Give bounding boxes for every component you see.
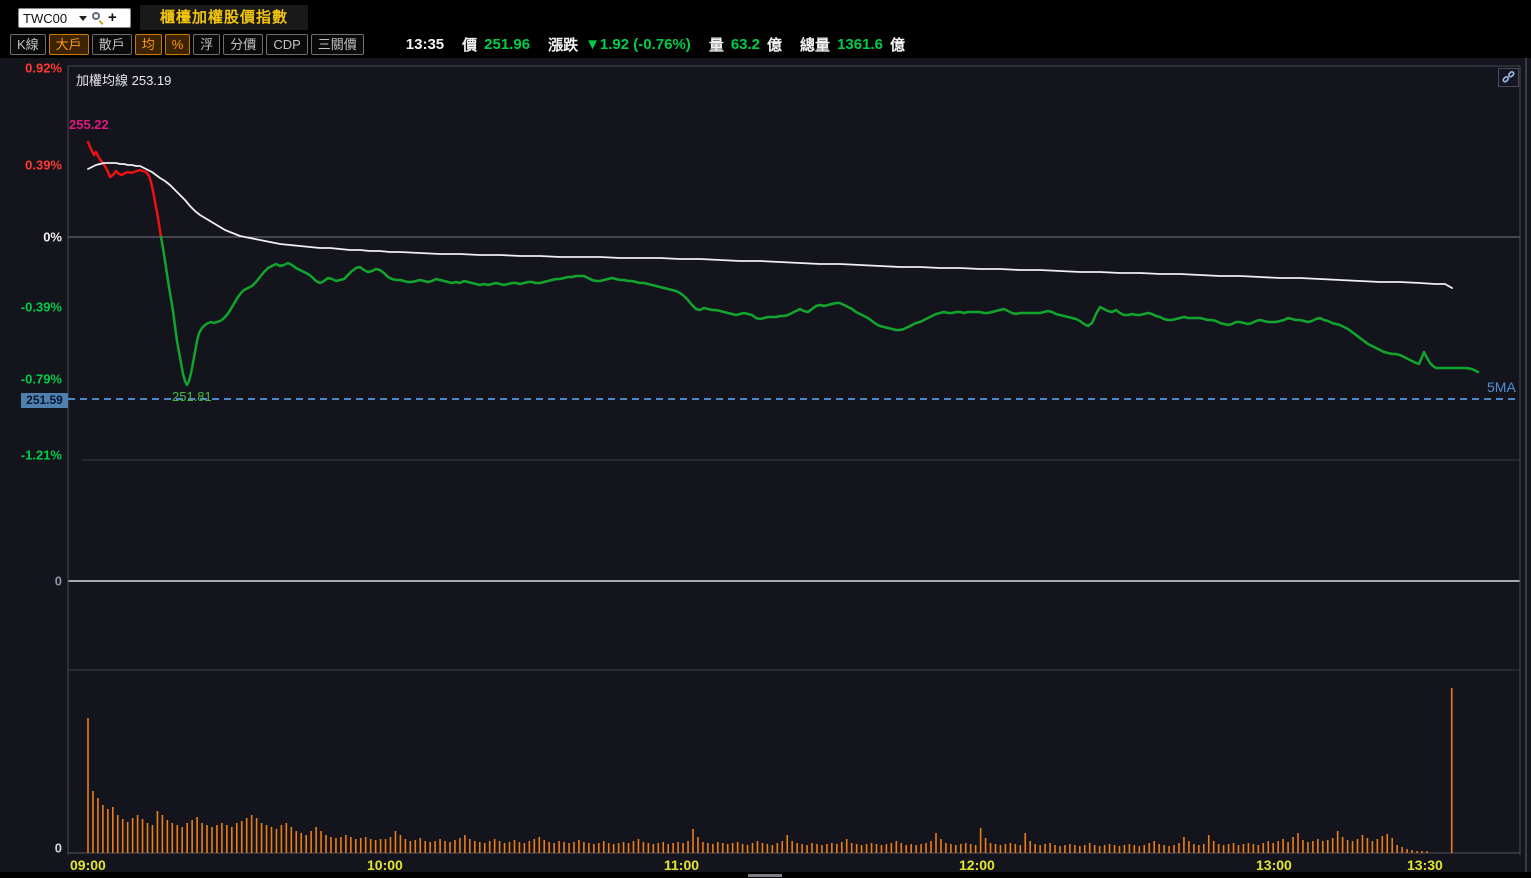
quote-time: 13:35 <box>405 36 445 53</box>
weighted-avg-line-value: 加權均線 253.19 <box>76 73 172 88</box>
tab-index-name[interactable]: 櫃檯加權股價指數 <box>140 5 308 30</box>
toolbar-button-均[interactable]: 均 <box>134 34 162 55</box>
toolbar-button-%[interactable]: % <box>164 34 191 55</box>
series-weighted_avg_line <box>87 162 1453 289</box>
add-symbol-button[interactable]: + <box>108 9 117 26</box>
y-axis-label: 0 <box>54 840 62 856</box>
y-axis-label: -1.21% <box>20 447 62 463</box>
y-axis-label: -0.39% <box>20 299 62 315</box>
toolbar-buttons: K線 大戶 散戶均% 浮分價 CDP 三關價 <box>10 34 364 55</box>
toolbar-button-K線[interactable]: K線 <box>10 34 46 55</box>
link-icon <box>1502 71 1515 83</box>
y-axis-label: 0.92% <box>25 60 62 76</box>
x-axis-label: 12:00 <box>959 857 995 873</box>
toolbar: K線 大戶 散戶均% 浮分價 CDP 三關價 13:35 價 251.96 漲跌 ▼1.9… <box>0 30 1531 59</box>
x-axis-label: 10:00 <box>367 857 403 873</box>
y-axis-label: 0% <box>43 229 62 245</box>
top-bar: + 櫃檯加權股價指數 <box>0 0 1531 30</box>
total-volume-value: 1361.6 <box>837 36 883 53</box>
change-label: 漲跌 <box>548 37 579 54</box>
toolbar-button-分價[interactable]: 分價 <box>223 34 264 55</box>
ma5-price-chip: 251.59 <box>21 393 68 408</box>
x-axis-label: 13:00 <box>1256 857 1292 873</box>
y-axis-label: 0 <box>54 573 62 589</box>
session-low-label: 251.81 <box>172 389 212 404</box>
session-high-label: 255.22 <box>69 117 109 132</box>
change-value: ▼1.92 (-0.76%) <box>585 36 691 53</box>
toolbar-button-浮[interactable]: 浮 <box>193 34 221 55</box>
toolbar-button-大戶[interactable]: 大戶 <box>48 34 89 55</box>
search-icon[interactable] <box>92 12 104 25</box>
link-button[interactable] <box>1498 68 1519 87</box>
toolbar-button-CDP[interactable]: CDP <box>266 34 308 55</box>
y-axis-label: -0.79% <box>20 371 62 387</box>
total-volume-unit: 億 <box>889 37 905 54</box>
quote-line: 13:35 價 251.96 漲跌 ▼1.92 (-0.76%) 量 63.2 … <box>406 34 912 55</box>
series-price_above_ref <box>86 140 163 239</box>
total-volume-label: 總量 <box>800 37 831 54</box>
chevron-down-icon[interactable] <box>79 15 87 21</box>
volume-value: 63.2 <box>730 36 761 53</box>
x-axis-label: 11:00 <box>664 857 700 873</box>
chart-region: 加權均線 253.19 255.22 251.81 5MA 251.59 0.9… <box>0 58 1531 873</box>
x-axis-label: 13:30 <box>1407 857 1443 873</box>
volume-unit: 億 <box>767 37 783 54</box>
intraday-chart-canvas <box>67 58 1527 872</box>
taskbar-handle <box>748 874 782 877</box>
price-label: 價 <box>462 37 478 54</box>
toolbar-button-三關價[interactable]: 三關價 <box>310 34 364 55</box>
symbol-input[interactable] <box>19 10 77 26</box>
toolbar-button-散戶[interactable]: 散戶 <box>91 34 132 55</box>
series-price_below_ref <box>159 235 1480 387</box>
volume-label: 量 <box>708 37 724 54</box>
price-value: 251.96 <box>484 36 531 53</box>
y-axis-label: 0.39% <box>25 157 62 173</box>
x-axis-label: 09:00 <box>70 857 106 873</box>
bottom-strip <box>0 872 1531 878</box>
ma5-legend: 5MA <box>1487 379 1516 395</box>
symbol-search-box: + <box>18 8 131 28</box>
